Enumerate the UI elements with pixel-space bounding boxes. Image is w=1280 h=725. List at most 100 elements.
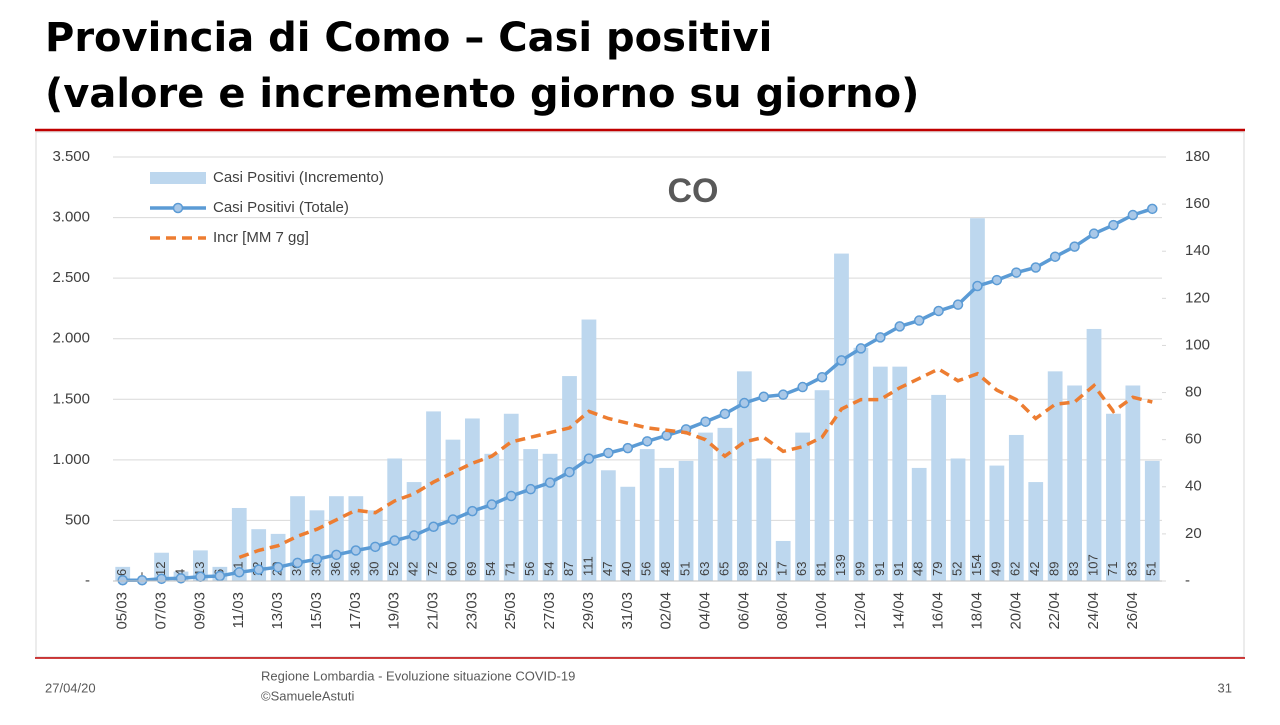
data-label: 56	[522, 562, 537, 576]
x-tick-label: 26/04	[1124, 592, 1141, 630]
line-marker	[622, 442, 634, 454]
data-label: 87	[561, 562, 576, 576]
bar	[775, 540, 791, 581]
line-marker	[641, 436, 653, 447]
y2-tick-label: -	[1185, 572, 1190, 589]
data-label: 47	[600, 562, 615, 576]
line-marker	[797, 381, 808, 393]
data-label: 91	[872, 562, 887, 576]
bar	[1125, 385, 1141, 581]
line-marker	[408, 530, 420, 541]
line-marker	[486, 499, 498, 510]
legend-label: Casi Positivi (Incremento)	[213, 169, 384, 186]
bar	[1067, 385, 1082, 581]
bar	[1047, 371, 1063, 581]
line-marker	[719, 408, 731, 420]
line-marker	[758, 391, 770, 402]
title-line: (valore e incremento giorno su giorno)	[45, 71, 919, 117]
y2-tick-label: 20	[1185, 525, 1202, 542]
legend-label: Incr [MM 7 gg]	[213, 229, 309, 246]
line-marker	[117, 575, 128, 586]
line	[238, 367, 1153, 560]
bar	[970, 218, 985, 581]
footer-date: 27/04/20	[45, 680, 96, 695]
line-marker	[700, 416, 711, 427]
data-label: 71	[1105, 562, 1120, 576]
data-label: 81	[813, 562, 828, 576]
line-marker	[933, 305, 944, 317]
line-marker	[292, 557, 303, 569]
line-marker	[389, 535, 400, 546]
data-label: 89	[1047, 562, 1062, 576]
line-marker	[234, 567, 245, 578]
line-marker	[525, 483, 536, 495]
line-marker	[1030, 262, 1041, 273]
data-label: 42	[406, 562, 421, 576]
data-label: 111	[580, 556, 595, 576]
line-marker	[972, 280, 983, 292]
bar	[620, 486, 636, 581]
line-marker	[331, 549, 342, 561]
line-marker	[1011, 267, 1022, 278]
bar	[1028, 482, 1044, 581]
line-marker	[564, 466, 575, 478]
data-label: 30	[367, 562, 382, 576]
bar	[950, 458, 966, 581]
x-tick-label: 29/03	[580, 592, 597, 630]
x-tick-label: 04/04	[696, 592, 713, 630]
line-marker	[1127, 209, 1139, 221]
data-label: 12	[153, 562, 168, 576]
y-tick-label: 2.000	[52, 330, 90, 347]
line-marker	[467, 505, 478, 517]
bar	[698, 432, 713, 581]
bar	[426, 411, 441, 581]
bar	[445, 439, 461, 581]
bar	[989, 465, 1005, 581]
chart-frame	[35, 131, 1245, 658]
x-tick-label: 19/03	[386, 592, 403, 630]
line-marker	[816, 371, 828, 383]
y-tick-label: -	[85, 572, 90, 589]
bar	[464, 418, 480, 581]
data-label: 89	[736, 562, 751, 576]
y-tick-label: 1.500	[52, 390, 90, 407]
bar	[329, 496, 344, 581]
data-label: 36	[347, 562, 362, 576]
y2-tick-label: 60	[1185, 431, 1202, 448]
line-marker	[1108, 219, 1119, 231]
grid	[113, 156, 1162, 582]
line-marker	[195, 571, 206, 583]
line-marker	[855, 343, 867, 354]
line-marker	[894, 321, 905, 332]
data-label: 60	[444, 562, 459, 576]
bar	[717, 427, 733, 581]
footer-source: Regione Lombardia - Evoluzione situazion…	[261, 668, 575, 683]
x-tick-label: 12/04	[852, 592, 869, 630]
line-marker	[544, 477, 556, 488]
x-tick-label: 07/03	[153, 592, 170, 630]
data-label: 72	[425, 562, 440, 576]
line-marker	[661, 430, 672, 441]
line-marker	[1147, 203, 1158, 215]
line-marker	[253, 564, 264, 575]
bar	[562, 376, 577, 581]
bar	[1106, 413, 1121, 581]
x-tick-label: 16/04	[930, 592, 947, 630]
data-label: 63	[697, 562, 712, 576]
data-label: 79	[930, 562, 945, 576]
line-marker	[505, 490, 517, 502]
title-line: Provincia di Como – Casi positivi	[45, 15, 772, 61]
bar	[736, 371, 752, 581]
x-tick-label: 08/04	[774, 592, 791, 630]
data-label: 4	[172, 569, 187, 576]
bar	[892, 366, 908, 581]
line-marker	[777, 389, 789, 400]
x-tick-label: 27/03	[541, 592, 558, 630]
line-marker	[603, 447, 614, 459]
line-marker	[739, 397, 750, 409]
line-marker	[428, 521, 439, 532]
data-label: -	[134, 572, 149, 576]
data-label: 51	[678, 562, 693, 576]
data-label: 83	[1066, 562, 1081, 576]
